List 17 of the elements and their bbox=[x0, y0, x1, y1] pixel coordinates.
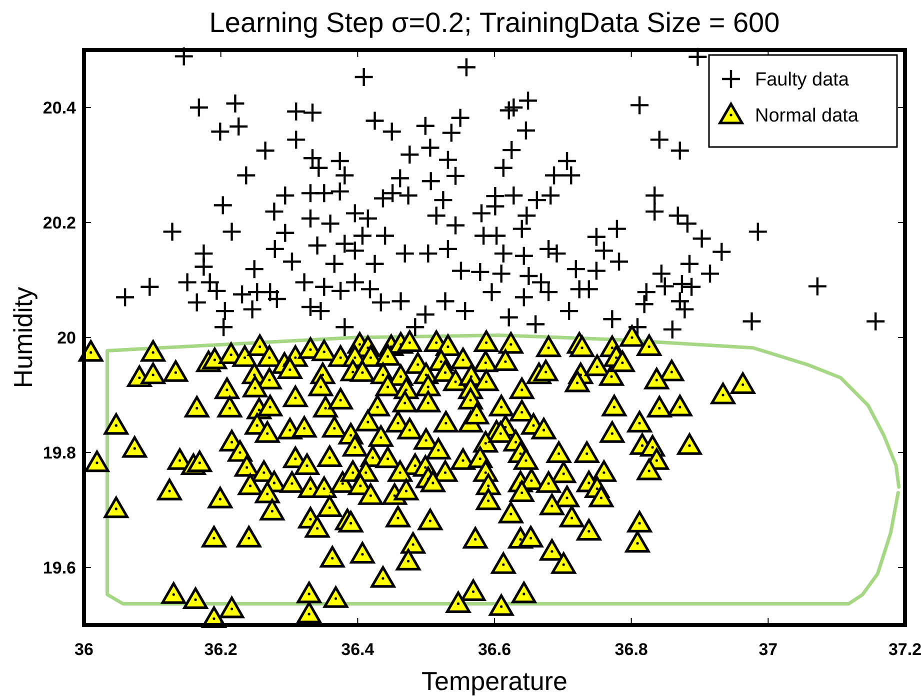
x-tick-label: 36.8 bbox=[614, 640, 648, 659]
y-tick-label: 19.6 bbox=[42, 558, 76, 578]
x-tick-label: 37.2 bbox=[888, 640, 921, 659]
y-axis-title: Humidity bbox=[8, 286, 38, 388]
y-tick-label: 20.2 bbox=[42, 213, 76, 232]
x-tick-label: 36.4 bbox=[341, 640, 375, 659]
x-tick-label: 36 bbox=[74, 640, 94, 659]
y-tick-label: 19.8 bbox=[42, 443, 76, 462]
x-axis-title: Temperature bbox=[422, 666, 568, 696]
y-tick-label: 20 bbox=[57, 328, 76, 348]
y-tick-label: 20.4 bbox=[42, 98, 77, 118]
x-tick-label: 36.6 bbox=[478, 640, 512, 659]
chart-title: Learning Step σ=0.2; TrainingData Size = 600 bbox=[209, 7, 780, 38]
x-tick-label: 36.2 bbox=[204, 640, 238, 659]
legend-label: Faulty data bbox=[755, 70, 850, 91]
x-tick-label: 37 bbox=[758, 640, 778, 659]
legend-label: Normal data bbox=[755, 106, 859, 127]
